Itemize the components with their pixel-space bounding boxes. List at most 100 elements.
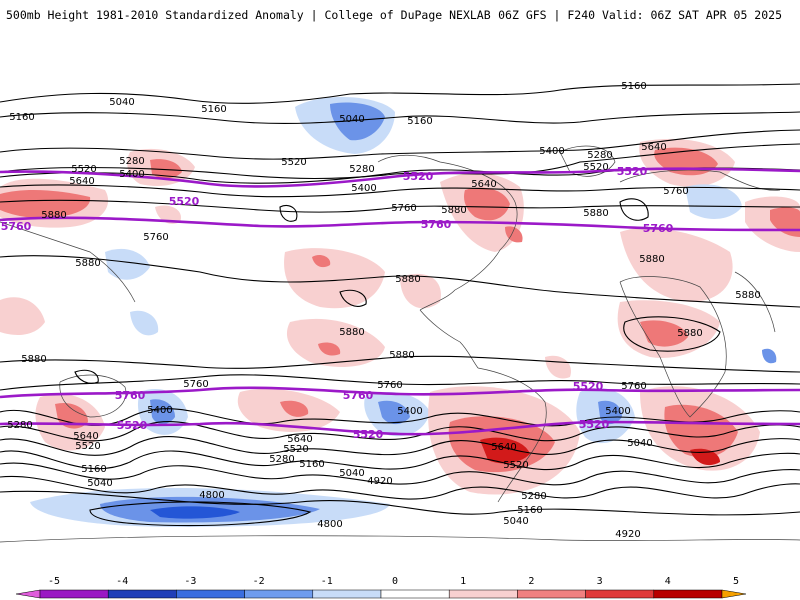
contour-5880-north — [0, 255, 800, 308]
label-5280-a: 5280 — [119, 156, 144, 167]
colorbar-tick-label: 4 — [665, 576, 671, 587]
purple-5760-north — [0, 216, 800, 232]
label-5520-c: 5520 — [583, 162, 608, 173]
contour-closed-s-pac — [74, 369, 99, 384]
coast-africa — [619, 276, 727, 418]
label-5880-j: 5880 — [677, 328, 702, 339]
contour-5280-south — [0, 450, 800, 471]
coast-central-america — [419, 309, 479, 369]
label-5280-e: 5280 — [269, 454, 294, 465]
purple-label-5520-f: 5520 — [579, 418, 610, 431]
colorbar-swatch — [244, 589, 314, 599]
pos-anomaly-central-pac — [284, 248, 385, 309]
label-5400-d: 5400 — [147, 405, 172, 416]
label-5160-d: 5160 — [621, 81, 646, 92]
pos-anomaly-siberia-core — [150, 159, 182, 179]
label-5040-b: 5040 — [339, 114, 364, 125]
pos-anomaly-asia-small — [155, 205, 181, 224]
label-5880-b: 5880 — [41, 210, 66, 221]
colorbar-ticks: -5 -4 -3 -2 -1 0 1 2 3 4 5 — [48, 576, 739, 587]
contour-5040-south — [0, 475, 800, 500]
colorbar-swatches — [15, 589, 747, 599]
neg-anomaly-w-pac — [105, 248, 150, 280]
pos-anomaly-s-pac-1-core — [55, 402, 88, 429]
anomaly-shading — [0, 96, 800, 527]
label-5640-c: 5640 — [641, 142, 666, 153]
label-5760-c: 5760 — [143, 232, 168, 243]
label-5280-c: 5280 — [587, 150, 612, 161]
label-5880-k: 5880 — [735, 290, 760, 301]
label-5280-f: 5280 — [521, 491, 546, 502]
purple-5520-south — [0, 420, 800, 436]
label-5880-d: 5880 — [583, 208, 608, 219]
label-5040-c: 5040 — [87, 478, 112, 489]
label-5880-c: 5880 — [75, 258, 100, 269]
label-5400-e: 5400 — [397, 406, 422, 417]
purple-label-5520-d: 5520 — [117, 419, 148, 432]
pos-anomaly-central-pac2 — [400, 273, 441, 309]
colorbar-tick-label: -2 — [253, 576, 265, 587]
coastlines — [0, 145, 800, 543]
label-5040-e: 5040 — [503, 516, 528, 527]
coast-south-america — [477, 367, 547, 503]
contour-closed-africa — [623, 316, 721, 352]
label-5880-a: 5880 — [441, 205, 466, 216]
colorbar-tick-label: 1 — [460, 576, 466, 587]
neg-anomaly-india — [762, 348, 777, 364]
contour-5040-north — [0, 83, 800, 104]
pos-anomaly-pac-small2 — [318, 342, 341, 356]
coast-australia — [59, 374, 127, 418]
label-5040-a: 5040 — [109, 97, 134, 108]
label-5760-a: 5760 — [391, 203, 416, 214]
label-5160-b: 5160 — [9, 112, 34, 123]
purple-label-5520-a: 5520 — [169, 195, 200, 208]
neg-anomaly-alaska-core — [330, 102, 385, 141]
colorbar-arrow-right — [721, 589, 747, 599]
colorbar-tick-label: -5 — [48, 576, 60, 587]
contour-5160-south — [0, 462, 800, 486]
model-run-info: 06Z GFS | F240 Valid: 06Z SAT APR 05 202… — [498, 8, 782, 22]
label-5160-e: 5160 — [81, 464, 106, 475]
map-canvas: 5040 5160 5160 5040 5160 5160 5520 5280 … — [0, 72, 800, 550]
label-5760-b: 5760 — [663, 186, 688, 197]
purple-5520-north — [0, 167, 800, 188]
label-5160-f: 5160 — [299, 459, 324, 470]
label-5760-e: 5760 — [377, 380, 402, 391]
map-title: 500mb Height 1981-2010 Standardized Anom… — [6, 8, 491, 22]
label-5640-d: 5640 — [73, 431, 98, 442]
colorbar-tick-label: -1 — [321, 576, 333, 587]
neg-anomaly-europe — [685, 184, 742, 219]
coast-antarctica — [0, 535, 800, 543]
colorbar-swatch — [380, 589, 450, 599]
colorbar-swatch — [312, 589, 382, 599]
contour-5640-south — [0, 408, 800, 427]
anomaly-map: 5040 5160 5160 5040 5160 5160 5520 5280 … — [0, 72, 800, 550]
purple-label-5520-e: 5520 — [353, 428, 384, 441]
label-5880-g: 5880 — [339, 327, 364, 338]
highlight-labels: 5520 5520 5520 5760 5760 5760 5760 5760 … — [1, 165, 674, 441]
label-4800-a: 4800 — [199, 490, 224, 501]
contour-5640-north — [0, 184, 800, 198]
pos-anomaly-n-africa — [620, 228, 733, 302]
label-5640-e: 5640 — [287, 434, 312, 445]
label-5520-a: 5520 — [71, 164, 96, 175]
pos-anomaly-pac-small — [312, 254, 331, 268]
purple-label-5760-a: 5760 — [1, 220, 32, 233]
colorbar-swatch — [517, 589, 586, 599]
colorbar-arrow-left — [15, 589, 41, 599]
purple-label-5760-f: 5520 — [573, 380, 604, 393]
label-5520-f: 5520 — [503, 460, 528, 471]
colorbar-swatch — [39, 589, 109, 599]
purple-label-5520-b: 5520 — [403, 170, 434, 183]
colorbar-swatch — [176, 589, 245, 599]
colorbar-tick-label: 0 — [392, 576, 398, 587]
pos-anomaly-eurasia-core — [0, 190, 91, 218]
contour-4800-ring — [89, 501, 312, 527]
label-5280-d: 5280 — [7, 420, 32, 431]
colorbar-tick-label: 3 — [597, 576, 603, 587]
neg-anomaly-s-pac-2-core — [378, 400, 410, 425]
pos-anomaly-s-pac-2-core — [280, 400, 309, 417]
purple-5760-south — [0, 386, 800, 399]
highlight-contours — [0, 167, 800, 436]
coast-north-america — [377, 154, 518, 311]
